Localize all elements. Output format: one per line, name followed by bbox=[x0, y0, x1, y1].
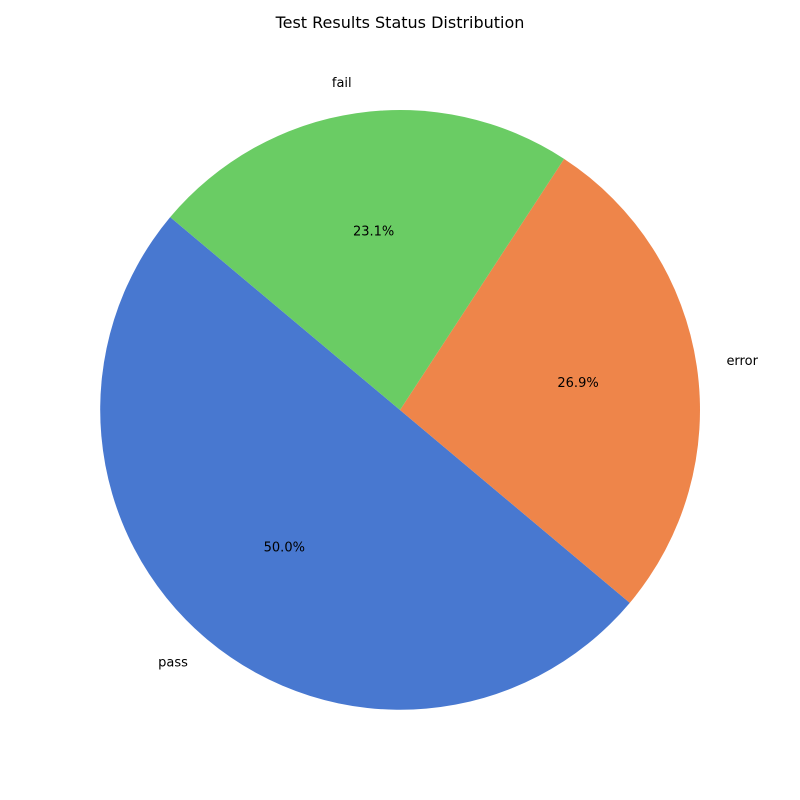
pie-slice-fail bbox=[170, 110, 565, 411]
slice-label-error: error bbox=[726, 354, 758, 369]
pie-slice-pass bbox=[100, 217, 630, 710]
pie-labels: 50.0% pass 26.9% error 23.1% fail bbox=[158, 76, 758, 670]
slice-label-fail: fail bbox=[332, 76, 352, 91]
pie-slices bbox=[100, 110, 700, 710]
percent-label-fail: 23.1% bbox=[353, 224, 394, 239]
percent-label-pass: 50.0% bbox=[264, 540, 305, 555]
chart-title: Test Results Status Distribution bbox=[275, 13, 525, 32]
pie-slice-error bbox=[400, 158, 700, 603]
slice-label-pass: pass bbox=[158, 655, 188, 670]
percent-label-error: 26.9% bbox=[557, 376, 598, 391]
